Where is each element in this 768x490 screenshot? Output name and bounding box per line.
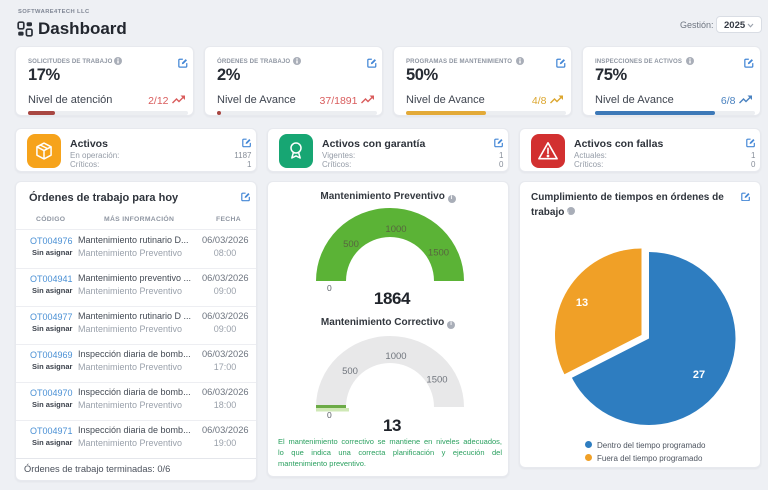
svg-text:1000: 1000 xyxy=(385,351,406,362)
svg-text:1500: 1500 xyxy=(426,375,447,386)
svg-text:1500: 1500 xyxy=(428,248,449,259)
svg-text:27: 27 xyxy=(693,369,705,381)
svg-text:500: 500 xyxy=(342,366,358,377)
svg-text:1000: 1000 xyxy=(385,224,406,235)
svg-text:500: 500 xyxy=(343,239,359,250)
svg-text:13: 13 xyxy=(576,297,588,309)
